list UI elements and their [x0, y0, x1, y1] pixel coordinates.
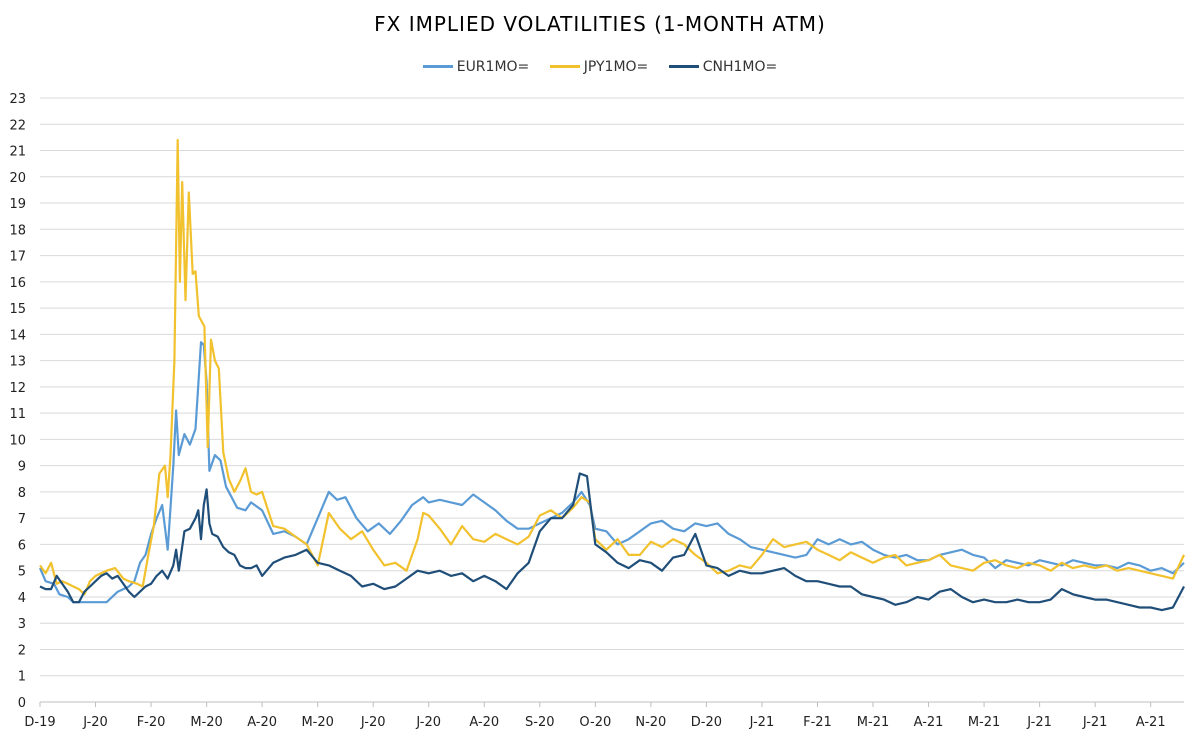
y-tick-label: 18: [9, 223, 26, 238]
legend-label-jpy: JPY1MO=: [583, 58, 649, 75]
y-tick-label: 21: [9, 145, 26, 160]
legend: EUR1MO= JPY1MO= CNH1MO=: [0, 56, 1200, 75]
y-tick-label: 13: [9, 355, 26, 370]
x-tick-label: A-21: [1136, 715, 1166, 730]
series-line-eur1mo: [38, 341, 1185, 604]
y-tick-label: 16: [9, 276, 26, 291]
y-tick-label: 9: [18, 460, 26, 475]
y-tick-label: 6: [18, 538, 26, 553]
x-tick-label: M-20: [301, 715, 333, 730]
chart-title: FX IMPLIED VOLATILITIES (1-MONTH ATM): [374, 12, 826, 36]
y-tick-label: 15: [9, 302, 26, 317]
y-tick-label: 1: [18, 670, 26, 685]
y-tick-label: 14: [9, 328, 26, 343]
y-tick-label: 3: [18, 617, 26, 632]
legend-swatch-jpy: [549, 65, 580, 68]
x-tick-label: M-20: [190, 715, 222, 730]
x-tick-label: A-20: [469, 715, 499, 730]
series-line-jpy1mo: [39, 138, 1185, 596]
y-tick-label: 19: [9, 197, 26, 212]
legend-item-cnh: CNH1MO=: [668, 58, 778, 75]
legend-swatch-eur: [422, 65, 453, 68]
gridlines: [40, 97, 1184, 703]
x-tick-label: A-20: [247, 715, 277, 730]
x-tick-label: D-20: [691, 715, 722, 730]
x-tick-label: J-21: [1026, 715, 1052, 730]
x-tick-label: J-20: [360, 715, 386, 730]
series-lines: [38, 138, 1185, 612]
y-tick-label: 17: [9, 250, 26, 265]
x-tick-label: M-21: [968, 715, 1000, 730]
legend-swatch-cnh: [668, 65, 699, 68]
legend-label-cnh: CNH1MO=: [702, 58, 778, 75]
y-tick-label: 5: [18, 565, 26, 580]
y-tick-label: 4: [18, 591, 26, 606]
y-tick-label: 2: [18, 643, 26, 658]
x-tick-label: M-21: [857, 715, 889, 730]
x-tick-label: F-21: [803, 715, 832, 730]
x-tick-label: J-21: [749, 715, 775, 730]
x-tick-label: N-20: [635, 715, 666, 730]
legend-item-eur: EUR1MO=: [422, 58, 530, 75]
y-tick-label: 0: [18, 696, 26, 711]
x-axis: D-19 J-20 F-20 M-20 A-20 M-20 J-20 J-20 A-20 S-20…: [24, 702, 1166, 730]
y-tick-label: 10: [9, 433, 26, 448]
x-tick-label: O-20: [579, 715, 611, 730]
y-tick-label: 11: [9, 407, 26, 422]
x-tick-label: A-21: [914, 715, 944, 730]
x-tick-label: J-20: [415, 715, 441, 730]
x-tick-label: F-20: [137, 715, 166, 730]
x-tick-label: J-20: [82, 715, 108, 730]
y-tick-label: 7: [18, 512, 26, 527]
y-tick-label: 23: [9, 92, 26, 107]
legend-label-eur: EUR1MO=: [456, 58, 530, 75]
y-tick-label: 12: [9, 381, 26, 396]
y-tick-label: 22: [9, 118, 26, 133]
x-tick-label: J-21: [1082, 715, 1108, 730]
series-line-cnh1mo: [39, 472, 1185, 612]
y-tick-label: 20: [9, 171, 26, 186]
x-tick-label: D-19: [24, 715, 55, 730]
x-tick-label: S-20: [525, 715, 555, 730]
legend-item-jpy: JPY1MO=: [549, 58, 649, 75]
y-tick-label: 8: [18, 486, 26, 501]
